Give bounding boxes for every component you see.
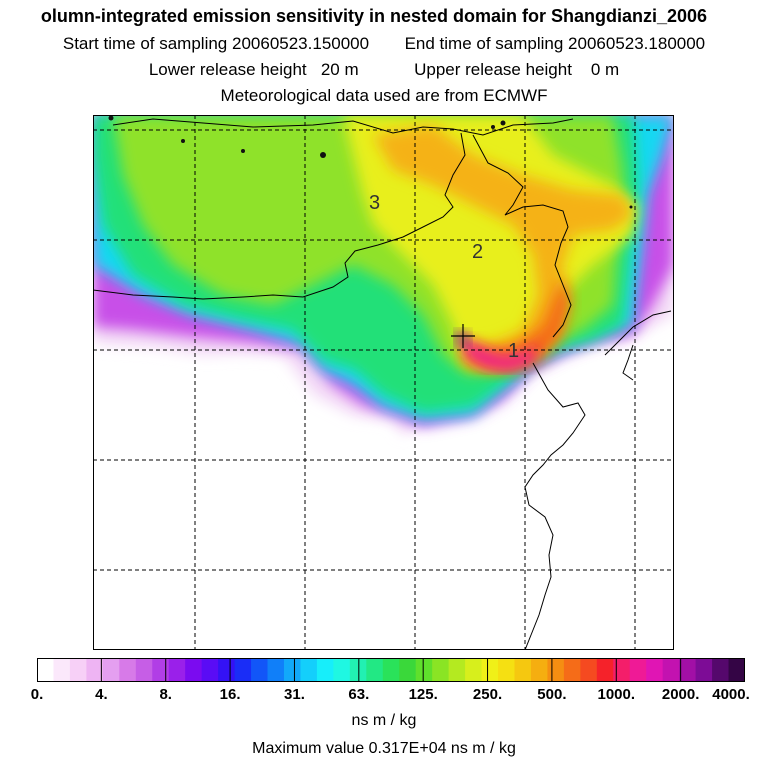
colorbar-cell	[399, 658, 417, 682]
end-time-label: End time of sampling	[404, 34, 564, 53]
colorbar-cell	[712, 658, 730, 682]
islands	[108, 115, 633, 209]
colorbar-cell	[514, 658, 532, 682]
colorbar-cell	[168, 658, 186, 682]
plot-title: olumn-integrated emission sensitivity in…	[40, 6, 708, 26]
colorbar-cell	[481, 658, 499, 682]
sensitivity-map: 1 2 3	[93, 115, 674, 650]
upper-release-value: 0 m	[590, 60, 620, 79]
colorbar-cell	[646, 658, 664, 682]
coastline	[93, 118, 672, 650]
maximum-value: Maximum value 0.317E+04 ns m / kg	[252, 740, 516, 757]
colorbar-cell	[432, 658, 450, 682]
lower-release-height: Lower release height 20 m	[149, 60, 359, 80]
colorbar-cell	[679, 658, 697, 682]
sampling-times: Start time of sampling 20060523.150000 E…	[0, 34, 768, 54]
colorbar-cell	[119, 658, 137, 682]
colorbar-cell	[366, 658, 384, 682]
region-label-3: 3	[369, 192, 380, 214]
colorbar-cell	[498, 658, 516, 682]
colorbar-cell	[135, 658, 153, 682]
region-label-1: 1	[508, 340, 519, 362]
colorbar-cell	[69, 658, 87, 682]
colorbar-cell	[530, 658, 549, 682]
start-time-label: Start time of sampling	[62, 34, 228, 53]
colorbar	[37, 658, 745, 682]
lower-release-label: Lower release height	[148, 60, 307, 79]
colorbar-tick-label: 2000.	[661, 686, 700, 703]
colorbar-cell	[333, 658, 351, 682]
colorbar-cell	[185, 658, 203, 682]
colorbar-cell	[234, 658, 252, 682]
release-site-marker	[451, 324, 475, 348]
colorbar-cell	[547, 658, 565, 682]
colorbar-cell	[382, 658, 400, 682]
colorbar-cell	[152, 658, 170, 682]
colorbar-cell	[613, 658, 631, 682]
colorbar-cell	[300, 658, 318, 682]
graticule	[93, 115, 674, 650]
region-label-2: 2	[472, 241, 483, 263]
met-data-note: Meteorological data used are from ECMWF	[220, 86, 548, 105]
lower-release-value: 20 m	[320, 60, 359, 79]
colorbar-frame	[37, 658, 745, 682]
colorbar-tick-label: 125.	[408, 686, 438, 703]
colorbar-tick-label: 31.	[284, 686, 305, 703]
colorbar-cell	[316, 658, 334, 682]
colorbar-cell	[201, 658, 219, 682]
upper-release-height: Upper release height 0 m	[414, 60, 619, 80]
release-heights: Lower release height 20 m Upper release …	[0, 60, 768, 80]
colorbar-cell	[283, 658, 302, 682]
end-time: End time of sampling 20060523.180000	[405, 34, 706, 54]
colorbar-cell	[728, 658, 745, 682]
sensitivity-field	[93, 115, 674, 435]
colorbar-cell	[37, 658, 55, 682]
upper-release-label: Upper release height	[414, 60, 572, 79]
colorbar-cell	[596, 658, 614, 682]
colorbar-tick-label: 16.	[219, 686, 241, 703]
colorbar-tick-label: 4000.	[712, 686, 750, 703]
colorbar-cell	[267, 658, 285, 682]
colorbar-cell	[415, 658, 433, 682]
colorbar-cell	[662, 658, 680, 682]
region-labels: 1 2 3	[369, 192, 519, 362]
colorbar-cell	[465, 658, 483, 682]
map-frame	[93, 115, 674, 650]
colorbar-cell	[53, 658, 71, 682]
colorbar-cell	[629, 658, 647, 682]
colorbar-cell	[448, 658, 466, 682]
colorbar-cell	[251, 658, 269, 682]
end-time-value: 20060523.180000	[568, 34, 706, 53]
colorbar-tick-label: 500.	[537, 686, 567, 703]
colorbar-tick-label: 4.	[95, 686, 108, 703]
colorbar-cell	[86, 658, 104, 682]
colorbar-tick-label: 250.	[472, 686, 503, 703]
colorbar-tick-label: 8.	[159, 686, 172, 703]
colorbar-cell	[102, 658, 120, 682]
colorbar-tick-label: 63.	[348, 686, 370, 703]
colorbar-cell	[580, 658, 598, 682]
start-time-value: 20060523.150000	[232, 34, 370, 53]
colorbar-tick-label: 0.	[30, 686, 44, 703]
colorbar-tick-label: 1000.	[597, 686, 636, 703]
start-time: Start time of sampling 20060523.150000	[63, 34, 369, 54]
colorbar-cell	[695, 658, 713, 682]
colorbar-cell	[563, 658, 581, 682]
colorbar-cell	[218, 658, 236, 682]
colorbar-unit: ns m / kg	[351, 712, 417, 729]
